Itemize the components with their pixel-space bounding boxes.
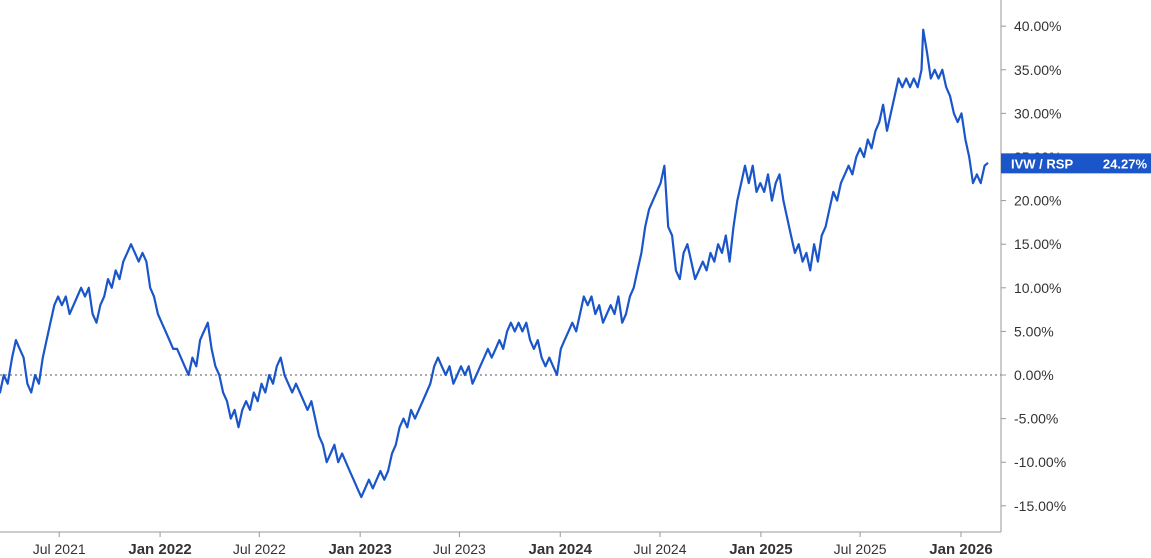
y-tick-label: -10.00% [1014,454,1066,470]
y-tick-label: 30.00% [1014,105,1061,121]
y-tick-label: 10.00% [1014,280,1061,296]
y-tick-label: -15.00% [1014,498,1066,514]
y-tick-label: 5.00% [1014,323,1054,339]
last-value-series-name: IVW / RSP [1011,156,1073,171]
x-tick-label: Jul 2021 [33,541,86,557]
plot-area [0,28,1001,499]
x-tick-label: Jul 2025 [834,541,887,557]
x-tick-label: Jan 2025 [729,541,792,558]
y-tick-label: 35.00% [1014,62,1061,78]
x-tick-label: Jul 2023 [433,541,486,557]
last-value-badge: IVW / RSP 24.27% [1001,153,1151,174]
last-value-badge-bg [1001,153,1151,174]
last-value-label: 24.27% [1103,156,1148,171]
x-tick-label: Jul 2022 [233,541,286,557]
x-tick-label: Jan 2024 [529,541,593,558]
series-line-ivw-rsp [0,28,989,499]
x-tick-label: Jul 2024 [634,541,687,557]
y-tick-label: 15.00% [1014,236,1061,252]
y-tick-label: -5.00% [1014,411,1058,427]
x-tick-label: Jan 2022 [128,541,191,558]
x-tick-label: Jan 2026 [929,541,992,558]
y-tick-label: 0.00% [1014,367,1054,383]
axes: -15.00% -10.00% -5.00% 0.00% 5.00% 10.00% 15.0… [0,0,1066,558]
y-tick-label: 40.00% [1014,18,1061,34]
x-tick-label: Jan 2023 [328,541,391,558]
y-tick-label: 20.00% [1014,193,1061,209]
